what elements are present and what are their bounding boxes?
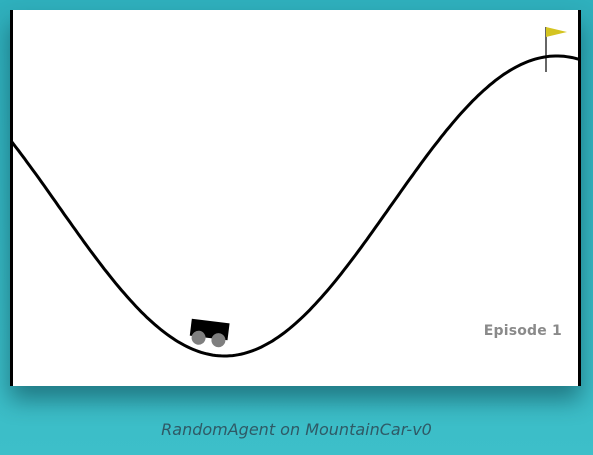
mountain-car	[189, 318, 230, 348]
episode-counter: Episode 1	[483, 323, 562, 339]
mountain-scene	[10, 27, 581, 358]
mountain-track	[10, 54, 581, 358]
car-wheel-front	[211, 333, 226, 348]
game-canvas: Episode 1	[10, 10, 581, 386]
goal-flag	[545, 27, 567, 72]
left-border	[10, 10, 13, 386]
caption: RandomAgent on MountainCar-v0	[161, 420, 432, 439]
flag-banner	[546, 27, 567, 37]
car-wheel-rear	[191, 330, 206, 345]
right-border	[578, 10, 581, 386]
